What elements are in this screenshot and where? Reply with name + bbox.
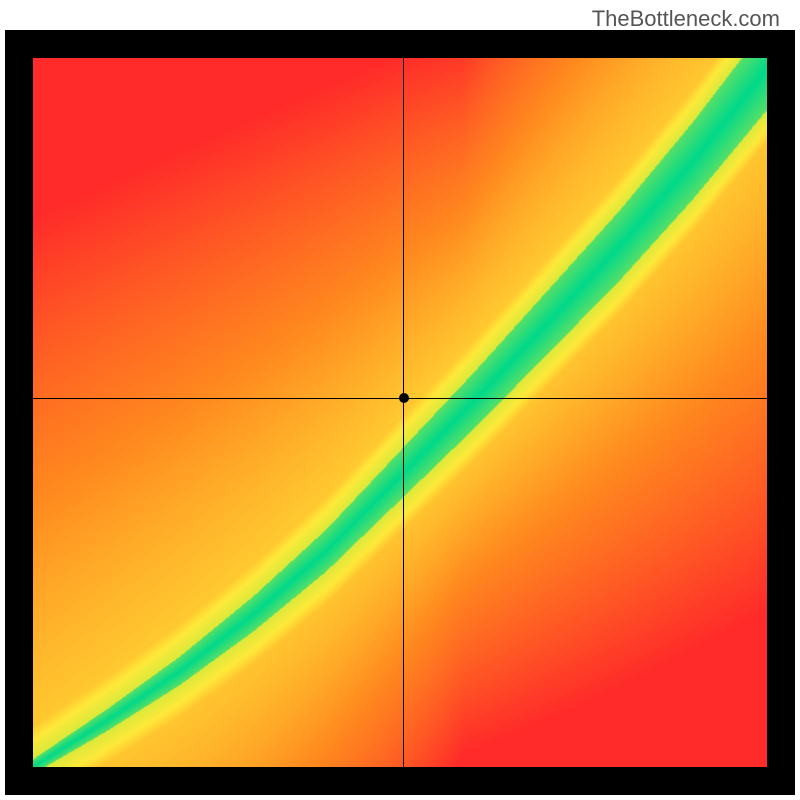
- heatmap-canvas: [33, 58, 767, 767]
- crosshair-dot: [399, 393, 409, 403]
- watermark-text: TheBottleneck.com: [592, 6, 780, 32]
- heatmap-plot: [33, 58, 767, 767]
- crosshair-vertical: [403, 58, 404, 767]
